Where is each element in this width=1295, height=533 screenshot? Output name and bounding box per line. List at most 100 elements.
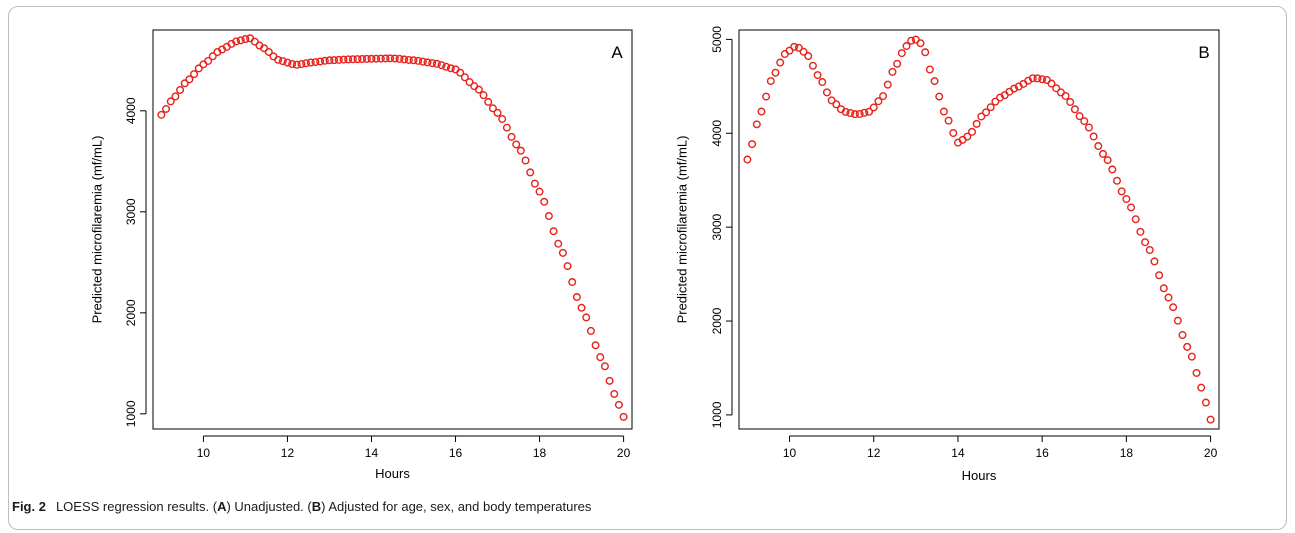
data-point [162,104,171,113]
data-point [902,42,911,51]
y-axis-title: Predicted microfilaremia (mf/mL) [675,136,690,324]
data-point [572,293,581,302]
data-point [568,278,577,287]
x-tick-label: 16 [1035,446,1049,460]
x-tick-label: 18 [1120,446,1134,460]
data-point [977,112,986,121]
data-point [1169,303,1178,312]
data-point [334,55,343,64]
data-point [339,55,348,64]
data-point [367,54,376,63]
data-point [949,128,958,137]
data-point [381,54,390,63]
data-point [1098,149,1107,158]
data-point [1075,112,1084,121]
data-point [446,64,455,73]
panel-label: B [1198,43,1209,62]
x-tick-label: 16 [449,446,463,460]
panel-a: 10 12 14 16 18 20 1000 2000 3000 4000 Hours Predict… [90,29,633,481]
x-tick-label: 14 [951,446,965,460]
data-point [428,59,437,68]
data-point [250,37,259,46]
y-tick-label: 4000 [710,120,724,147]
data-point [166,97,175,106]
panel-label: A [611,43,623,62]
data-point [1084,123,1093,132]
data-point [874,97,883,106]
figure-label: Fig. 2 [12,499,46,514]
data-point [544,212,553,221]
data-point [264,47,273,56]
data-point [456,68,465,77]
data-point [558,248,567,257]
data-point [554,239,563,248]
data-point [311,58,320,67]
data-point [563,262,572,271]
data-point [171,92,180,101]
data-point [972,119,981,128]
data-point [916,39,925,48]
x-tick-label: 10 [783,446,797,460]
data-point [818,78,827,87]
data-point [967,127,976,136]
data-point [204,56,213,65]
data-point [986,103,995,112]
data-point [502,123,511,132]
data-point [306,58,315,67]
data-point [766,77,775,86]
data-point [860,108,869,117]
data-point [591,341,600,350]
data-point [776,58,785,67]
data-point [762,92,771,101]
y-tick-label: 3000 [124,198,138,225]
data-point [320,56,329,65]
data-point [316,57,325,66]
data-point [442,62,451,71]
data-point [390,54,399,63]
figure-frame [8,6,1287,530]
data-point [194,64,203,73]
panel-b: 10 12 14 16 18 20 1000 2000 3000 4000 5000 Hours Pre… [675,26,1220,483]
data-point [897,49,906,58]
data-point [1173,316,1182,325]
data-point [925,65,934,74]
data-point [330,56,339,65]
data-point [879,92,888,101]
data-point [493,108,502,117]
data-point [1206,415,1215,424]
data-point [185,75,194,84]
data-point [757,107,766,116]
data-point [358,55,367,64]
data-point [540,197,549,206]
data-point [1141,238,1150,247]
data-point [600,362,609,371]
caption-seg-4: ) Adjusted for age, sex, and body temper… [321,499,592,514]
data-point [241,34,250,43]
data-point [619,412,628,421]
data-point [577,303,586,312]
data-point [743,155,752,164]
data-point [535,187,544,196]
data-point [869,103,878,112]
x-tick-label: 14 [365,446,379,460]
data-point [822,88,831,97]
data-point [808,61,817,70]
data-point [991,97,1000,106]
y-tick-label: 1000 [124,400,138,427]
data-point [1108,165,1117,174]
data-point [274,55,283,64]
x-tick-label: 10 [197,446,211,460]
data-point [771,68,780,77]
data-point [530,179,539,188]
y-tick-label: 1000 [710,401,724,428]
data-point [841,107,850,116]
data-point [930,77,939,86]
data-point [1201,398,1210,407]
data-point [465,78,474,87]
data-point [799,47,808,56]
data-point [302,59,311,68]
data-point [1159,284,1168,293]
data-point [1080,117,1089,126]
data-point [982,108,991,117]
